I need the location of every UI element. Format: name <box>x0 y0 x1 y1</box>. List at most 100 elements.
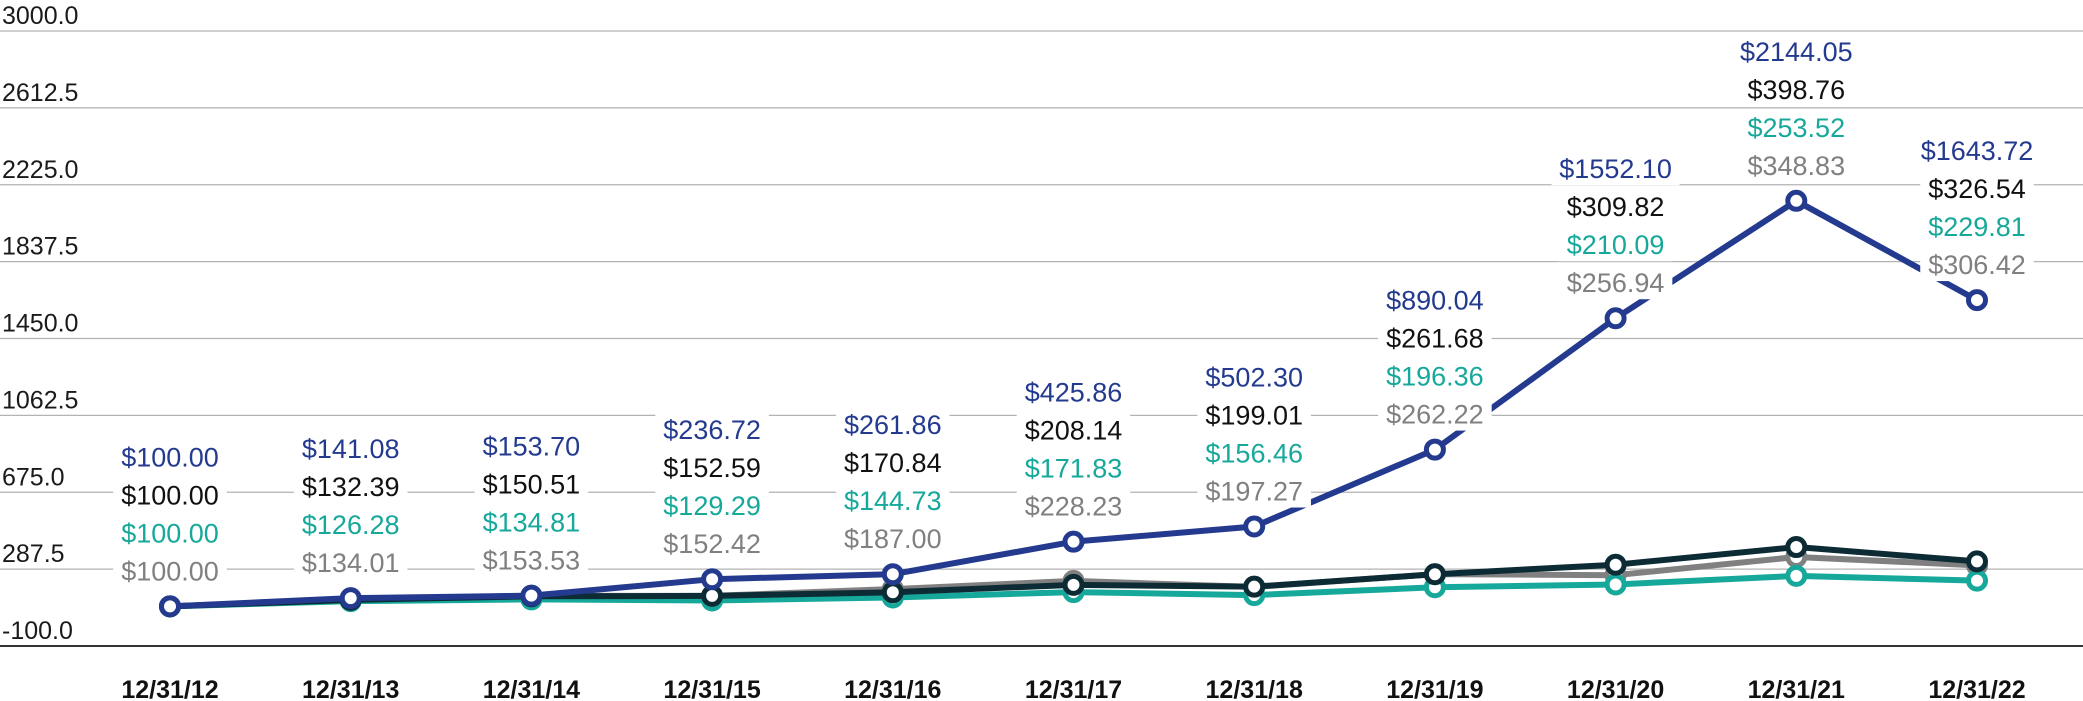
y-tick-label: 675.0 <box>2 463 65 491</box>
data-label-bg <box>1378 320 1492 355</box>
y-tick-label: 1837.5 <box>2 233 78 261</box>
data-label-bg <box>1197 473 1311 508</box>
data-point <box>881 581 904 604</box>
data-point <box>1243 575 1266 598</box>
y-tick-label: -100.0 <box>2 617 73 645</box>
data-label-bg <box>1558 189 1673 224</box>
data-label: $153.70 <box>483 432 581 462</box>
data-point <box>1966 550 1988 573</box>
data-label-bg <box>836 445 950 480</box>
data-label-bg <box>655 488 769 523</box>
data-label-bg <box>1739 147 1854 182</box>
data-label: $425.86 <box>1025 378 1123 408</box>
x-tick-label: 12/31/16 <box>844 676 941 701</box>
data-label-bg <box>1913 133 2041 168</box>
x-tick-label: 12/31/22 <box>1928 676 2025 701</box>
data-label: $100.00 <box>121 480 219 510</box>
data-label: $187.00 <box>844 524 942 554</box>
data-point <box>520 584 543 607</box>
data-label: $326.54 <box>1928 174 2026 204</box>
data-label: $100.00 <box>121 442 219 472</box>
data-point <box>1785 189 1808 212</box>
y-tick-label: 287.5 <box>2 540 65 568</box>
data-label: $156.46 <box>1205 439 1303 469</box>
data-label: $141.08 <box>302 434 400 464</box>
data-label: $261.86 <box>844 410 942 440</box>
x-tick-label: 12/31/20 <box>1567 676 1664 701</box>
data-label: $134.81 <box>483 508 581 538</box>
data-point <box>339 587 362 610</box>
x-tick-label: 12/31/15 <box>663 676 760 701</box>
y-tick-label: 2225.0 <box>2 156 78 184</box>
data-label-bg <box>836 483 950 518</box>
data-label-bg <box>113 439 227 474</box>
data-label-bg <box>1920 247 2034 282</box>
data-label-bg <box>1016 374 1131 409</box>
data-label-bg <box>655 412 769 447</box>
data-label: $144.73 <box>844 486 942 516</box>
data-label: $153.53 <box>483 546 581 576</box>
data-label: $502.30 <box>1205 363 1303 393</box>
data-label-bg <box>1016 412 1131 447</box>
data-label-bg <box>1016 488 1131 523</box>
data-point <box>1604 307 1627 330</box>
data-label: $262.22 <box>1386 400 1484 430</box>
data-point <box>1966 289 1988 312</box>
data-label: $256.94 <box>1567 268 1665 298</box>
data-label: $134.01 <box>302 548 400 578</box>
data-label-bg <box>113 515 227 550</box>
y-tick-label: 2612.5 <box>2 79 78 107</box>
data-label: $1552.10 <box>1559 154 1672 184</box>
data-label: $2144.05 <box>1740 37 1853 67</box>
data-point <box>1785 564 1808 587</box>
data-point <box>1062 530 1085 553</box>
data-label-bg <box>836 521 950 556</box>
data-label: $197.27 <box>1205 477 1303 507</box>
data-label-bg <box>1920 171 2034 206</box>
y-tick-label: 1062.5 <box>2 386 78 414</box>
x-tick-label: 12/31/17 <box>1025 676 1122 701</box>
data-label-bg <box>1197 435 1311 470</box>
data-point <box>1062 573 1085 596</box>
data-label: $348.83 <box>1747 151 1845 181</box>
data-label: $208.14 <box>1025 416 1123 446</box>
data-label: $229.81 <box>1928 212 2026 242</box>
data-label: $170.84 <box>844 448 942 478</box>
data-label-bg <box>293 507 408 542</box>
data-label: $253.52 <box>1747 113 1845 143</box>
data-point <box>1423 438 1446 461</box>
x-tick-label: 12/31/21 <box>1748 676 1845 701</box>
data-label-bg <box>655 526 769 561</box>
data-label-bg <box>1197 397 1311 432</box>
data-label-bg <box>1016 450 1131 485</box>
data-label-bg <box>1739 109 1854 144</box>
data-label-bg <box>1920 209 2034 244</box>
y-tick-label: 3000.0 <box>2 2 78 30</box>
data-label: $199.01 <box>1205 401 1303 431</box>
data-label: $152.59 <box>663 453 761 483</box>
series-lines <box>159 189 1988 618</box>
data-label-bg <box>474 428 589 463</box>
data-label-bg <box>293 469 408 504</box>
y-tick-label: 1450.0 <box>2 310 78 338</box>
data-label-bg <box>1378 358 1492 393</box>
data-label: $1643.72 <box>1921 136 2034 166</box>
x-tick-label: 12/31/13 <box>302 676 399 701</box>
data-label: $171.83 <box>1025 454 1123 484</box>
y-axis: -100.0 287.5 675.0 1062.5 1450.0 1837.5 2225.0… <box>2 2 78 645</box>
data-point <box>159 595 181 618</box>
data-label: $150.51 <box>483 470 581 500</box>
data-label-bg <box>1739 71 1854 106</box>
data-label-bg <box>655 450 769 485</box>
data-label: $306.42 <box>1928 250 2026 280</box>
x-tick-label: 12/31/18 <box>1206 676 1303 701</box>
data-label: $309.82 <box>1567 192 1665 222</box>
data-label: $261.68 <box>1386 324 1484 354</box>
data-label-bg <box>1197 359 1311 394</box>
data-label-bg <box>1551 151 1680 186</box>
data-point <box>881 563 904 586</box>
data-label-bg <box>113 477 227 512</box>
data-label-bg <box>293 431 408 466</box>
data-label: $100.00 <box>121 556 219 586</box>
